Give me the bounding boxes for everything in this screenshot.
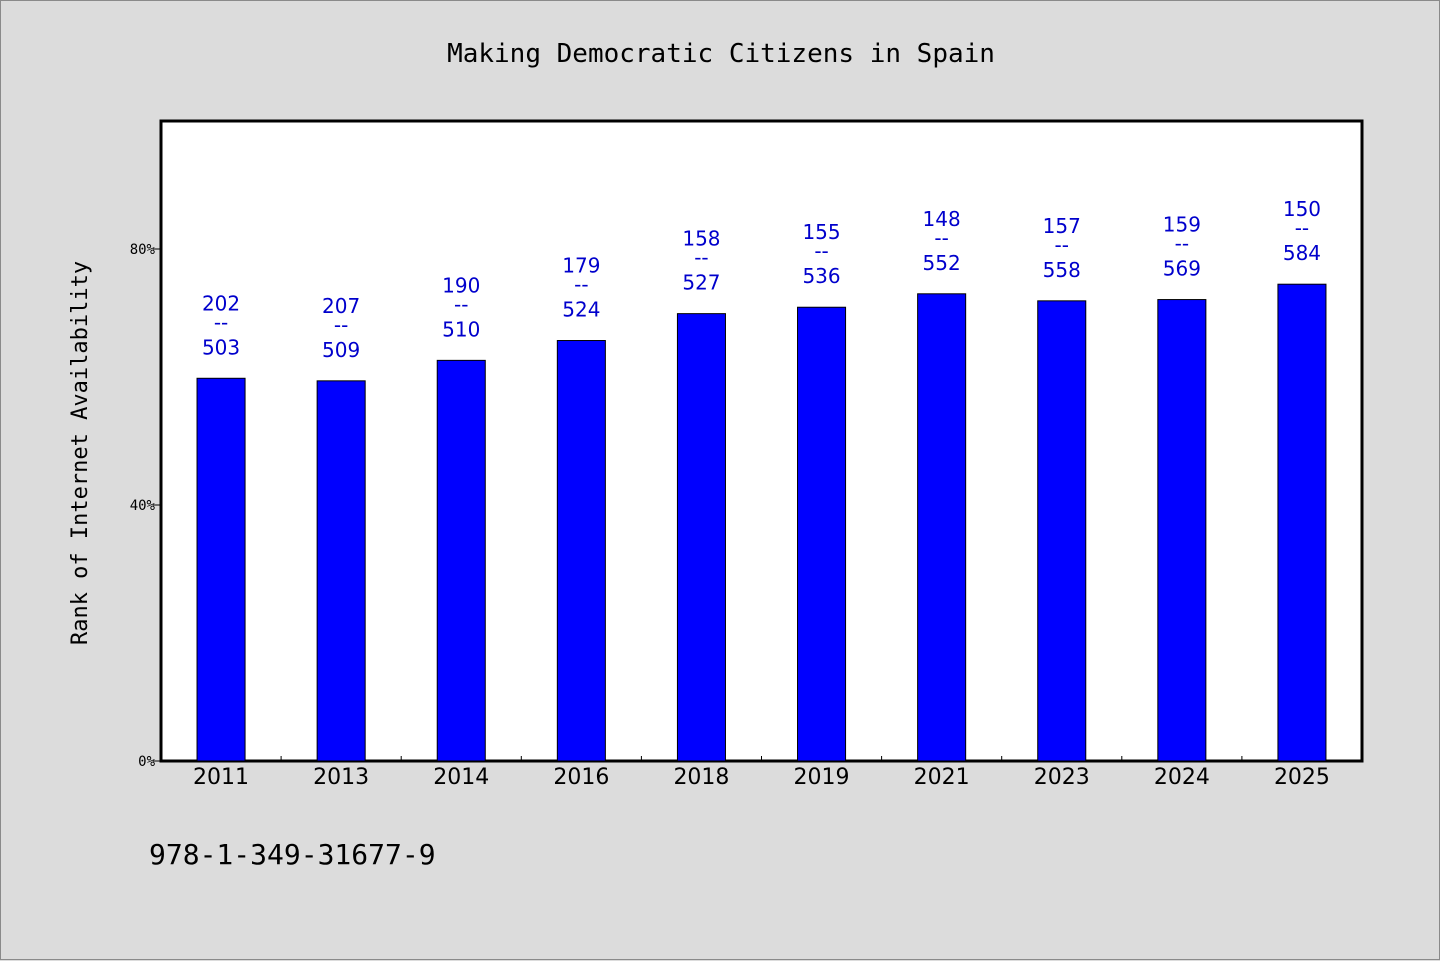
data-label-top: 159 <box>1163 213 1201 237</box>
y-tick-label: 40% <box>130 498 156 514</box>
data-label-bottom: 510 <box>442 317 480 341</box>
data-label-bottom: 536 <box>802 264 840 288</box>
data-label-separator: -- <box>1175 232 1189 256</box>
bar <box>676 313 726 762</box>
bar <box>436 359 486 762</box>
data-label-top: 207 <box>322 294 360 318</box>
bar <box>196 377 246 762</box>
x-tick-label: 2021 <box>914 765 970 790</box>
x-tick-label: 2019 <box>794 765 850 790</box>
data-label-top: 190 <box>442 273 480 297</box>
data-label-top: 155 <box>802 220 840 244</box>
x-tick-label: 2025 <box>1274 765 1330 790</box>
bars <box>196 283 1327 762</box>
isbn-footnote: 978-1-349-31677-9 <box>149 838 436 871</box>
data-label-bottom: 509 <box>322 338 360 362</box>
data-label-top: 202 <box>202 291 240 315</box>
bar <box>797 306 847 762</box>
data-label-bottom: 552 <box>923 251 961 275</box>
data-label-separator: -- <box>694 246 708 270</box>
data-label-top: 179 <box>562 254 600 278</box>
y-axis-label: Rank of Internet Availability <box>68 261 93 645</box>
bar <box>917 293 967 762</box>
data-label-separator: -- <box>574 273 588 297</box>
data-label-bottom: 569 <box>1163 257 1201 281</box>
data-label-separator: -- <box>1055 233 1069 257</box>
x-tick-label: 2018 <box>673 765 729 790</box>
data-label-bottom: 558 <box>1043 258 1081 282</box>
x-tick-label: 2023 <box>1034 765 1090 790</box>
y-tick-label: 80% <box>130 242 156 258</box>
data-label-separator: -- <box>214 310 228 334</box>
bar <box>1157 299 1207 762</box>
data-label-top: 150 <box>1283 197 1321 221</box>
bar <box>1037 300 1087 762</box>
data-label-separator: -- <box>814 239 828 263</box>
x-tick-label: 2014 <box>433 765 489 790</box>
data-label-separator: -- <box>1295 216 1309 240</box>
y-tick-label: 0% <box>138 754 155 770</box>
data-label-top: 148 <box>923 207 961 231</box>
data-label-separator: -- <box>334 313 348 337</box>
bar <box>1277 283 1327 762</box>
bar <box>316 380 366 762</box>
data-label-separator: -- <box>934 226 948 250</box>
data-label-bottom: 584 <box>1283 241 1321 265</box>
chart-title: Making Democratic Citizens in Spain <box>447 39 995 69</box>
data-label-separator: -- <box>454 292 468 316</box>
data-label-top: 157 <box>1043 214 1081 238</box>
data-label-bottom: 503 <box>202 335 240 359</box>
x-tick-label: 2024 <box>1154 765 1210 790</box>
x-tick-label: 2011 <box>193 765 249 790</box>
axis-ticks: 0% 40% 80% 2011 2013 2014 2016 2018 2019 2021 2023… <box>130 242 1330 790</box>
x-tick-label: 2016 <box>553 765 609 790</box>
data-label-top: 158 <box>682 227 720 251</box>
data-labels: 202--503207--509190--510179--524158--527… <box>202 197 1321 362</box>
data-label-bottom: 524 <box>562 298 600 322</box>
x-tick-label: 2013 <box>313 765 369 790</box>
bar <box>556 340 606 762</box>
data-label-bottom: 527 <box>682 271 720 295</box>
